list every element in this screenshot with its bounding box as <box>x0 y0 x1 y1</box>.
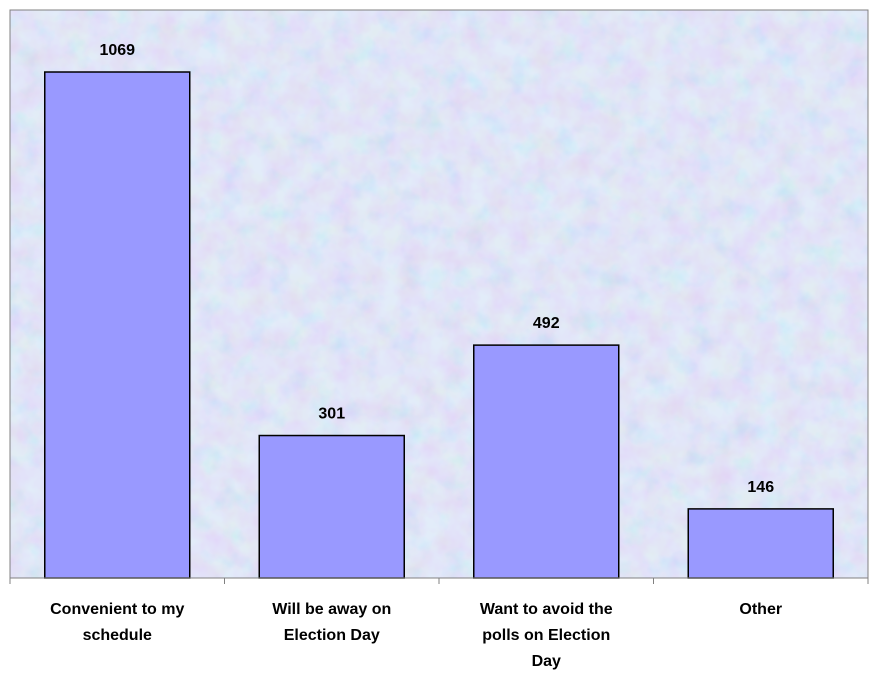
category-label-line: Convenient to my <box>50 601 184 618</box>
category-label-2: Will be away on Election Day <box>272 601 391 644</box>
data-label-1: 1069 <box>99 42 135 59</box>
category-label-line: polls on Election <box>482 627 610 644</box>
bar-1 <box>44 71 191 579</box>
category-label-1: Convenient to my schedule <box>50 601 184 644</box>
category-label-line: Want to avoid the <box>480 601 613 618</box>
bars <box>44 71 834 579</box>
bar-4 <box>687 508 834 579</box>
x-axis <box>9 577 869 584</box>
data-label-2: 301 <box>318 406 345 423</box>
category-label-4: Other <box>739 601 782 618</box>
category-label-line: Election Day <box>284 627 380 644</box>
category-labels: Convenient to my schedule Will be away on E… <box>50 601 782 670</box>
bar-3 <box>473 344 620 579</box>
bar-2 <box>258 434 405 579</box>
category-label-line: Other <box>739 601 782 618</box>
data-label-4: 146 <box>747 479 774 496</box>
data-label-3: 492 <box>533 315 560 332</box>
category-label-line: schedule <box>83 627 152 644</box>
data-labels: 1069 301 492 146 <box>99 42 774 496</box>
category-label-line: Day <box>532 653 561 670</box>
category-label-line: Will be away on <box>272 601 391 618</box>
category-label-3: Want to avoid the polls on Election Day <box>480 601 613 670</box>
